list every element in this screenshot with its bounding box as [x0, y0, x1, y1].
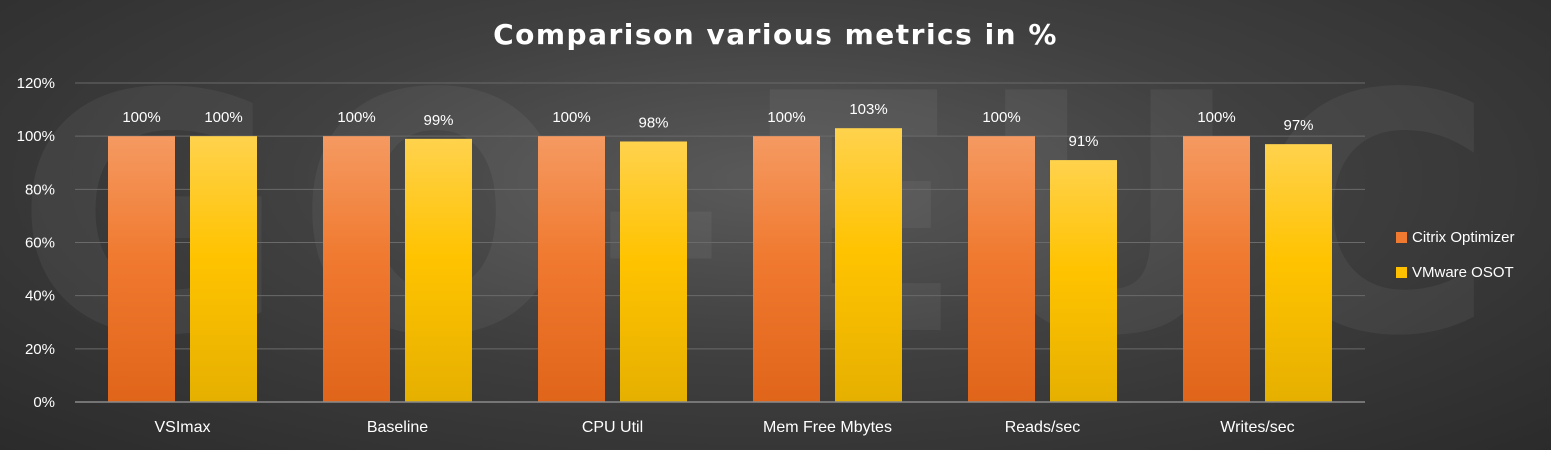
- legend-item-citrix: Citrix Optimizer: [1396, 228, 1515, 246]
- data-label-citrix: 100%: [982, 109, 1020, 126]
- legend-swatch-citrix: [1396, 231, 1407, 243]
- y-tick-label: 0%: [33, 394, 55, 411]
- x-tick-label: CPU Util: [582, 419, 643, 436]
- bar-citrix: [323, 136, 390, 402]
- x-tick-label: Reads/sec: [1005, 419, 1081, 436]
- bar-vmware: [620, 141, 687, 402]
- bar-vmware: [190, 136, 257, 402]
- x-tick-label: VSImax: [154, 419, 210, 436]
- data-label-vmware: 97%: [1283, 117, 1313, 134]
- legend: Citrix Optimizer VMware OSOT: [1396, 228, 1515, 298]
- y-tick-label: 80%: [25, 181, 55, 198]
- data-label-citrix: 100%: [552, 109, 590, 126]
- bar-vmware: [1265, 144, 1332, 402]
- data-label-vmware: 99%: [423, 112, 453, 129]
- bar-vmware: [405, 138, 472, 402]
- y-tick-label: 60%: [25, 235, 55, 252]
- data-label-citrix: 100%: [337, 109, 375, 126]
- x-tick-label: Baseline: [367, 419, 428, 436]
- bar-citrix: [968, 136, 1035, 402]
- x-tick-label: Mem Free Mbytes: [763, 419, 892, 436]
- data-label-citrix: 100%: [767, 109, 805, 126]
- bar-citrix: [538, 136, 605, 402]
- x-tick-label: Writes/sec: [1220, 419, 1294, 436]
- legend-label-citrix: Citrix Optimizer: [1412, 228, 1515, 246]
- bar-vmware: [1050, 160, 1117, 402]
- legend-label-vmware: VMware OSOT: [1412, 263, 1514, 281]
- data-label-vmware: 100%: [204, 109, 242, 126]
- data-label-vmware: 103%: [849, 101, 887, 118]
- bar-citrix: [1183, 136, 1250, 402]
- y-tick-label: 100%: [17, 128, 55, 145]
- data-label-vmware: 91%: [1068, 133, 1098, 150]
- bar-vmware: [835, 128, 902, 403]
- data-label-citrix: 100%: [1197, 109, 1235, 126]
- y-tick-label: 120%: [17, 75, 55, 92]
- data-label-vmware: 98%: [638, 114, 668, 131]
- data-label-citrix: 100%: [122, 109, 160, 126]
- y-tick-label: 40%: [25, 288, 55, 305]
- legend-swatch-vmware: [1396, 266, 1407, 278]
- bar-citrix: [753, 136, 820, 402]
- y-tick-label: 20%: [25, 341, 55, 358]
- bar-citrix: [108, 136, 175, 402]
- chart-title: Comparison various metrics in %: [493, 18, 1058, 51]
- legend-item-vmware: VMware OSOT: [1396, 263, 1515, 281]
